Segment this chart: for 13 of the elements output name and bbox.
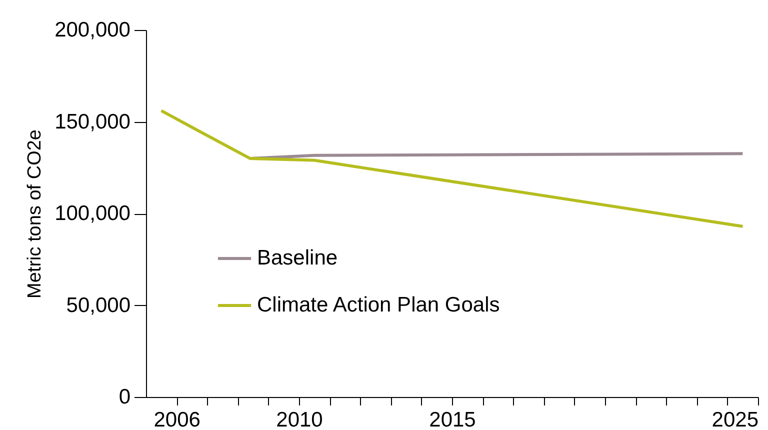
y-tick-label: 200,000 — [54, 18, 130, 42]
y-tick-label: 150,000 — [54, 110, 130, 134]
x-tick-label: 2010 — [276, 408, 323, 430]
x-tick-label: 2015 — [429, 408, 476, 430]
y-axis-title: Metric tons of CO2e — [24, 130, 46, 298]
legend-label: Climate Action Plan Goals — [257, 294, 500, 316]
legend-label: Baseline — [257, 246, 338, 270]
y-tick-label: 50,000 — [66, 294, 130, 317]
x-tick-label: 2006 — [154, 408, 200, 430]
y-tick-label: 0 — [118, 386, 130, 408]
x-tick-label: 2025 — [712, 408, 758, 430]
y-tick-label: 100,000 — [54, 202, 130, 225]
line-series — [160, 109, 744, 228]
